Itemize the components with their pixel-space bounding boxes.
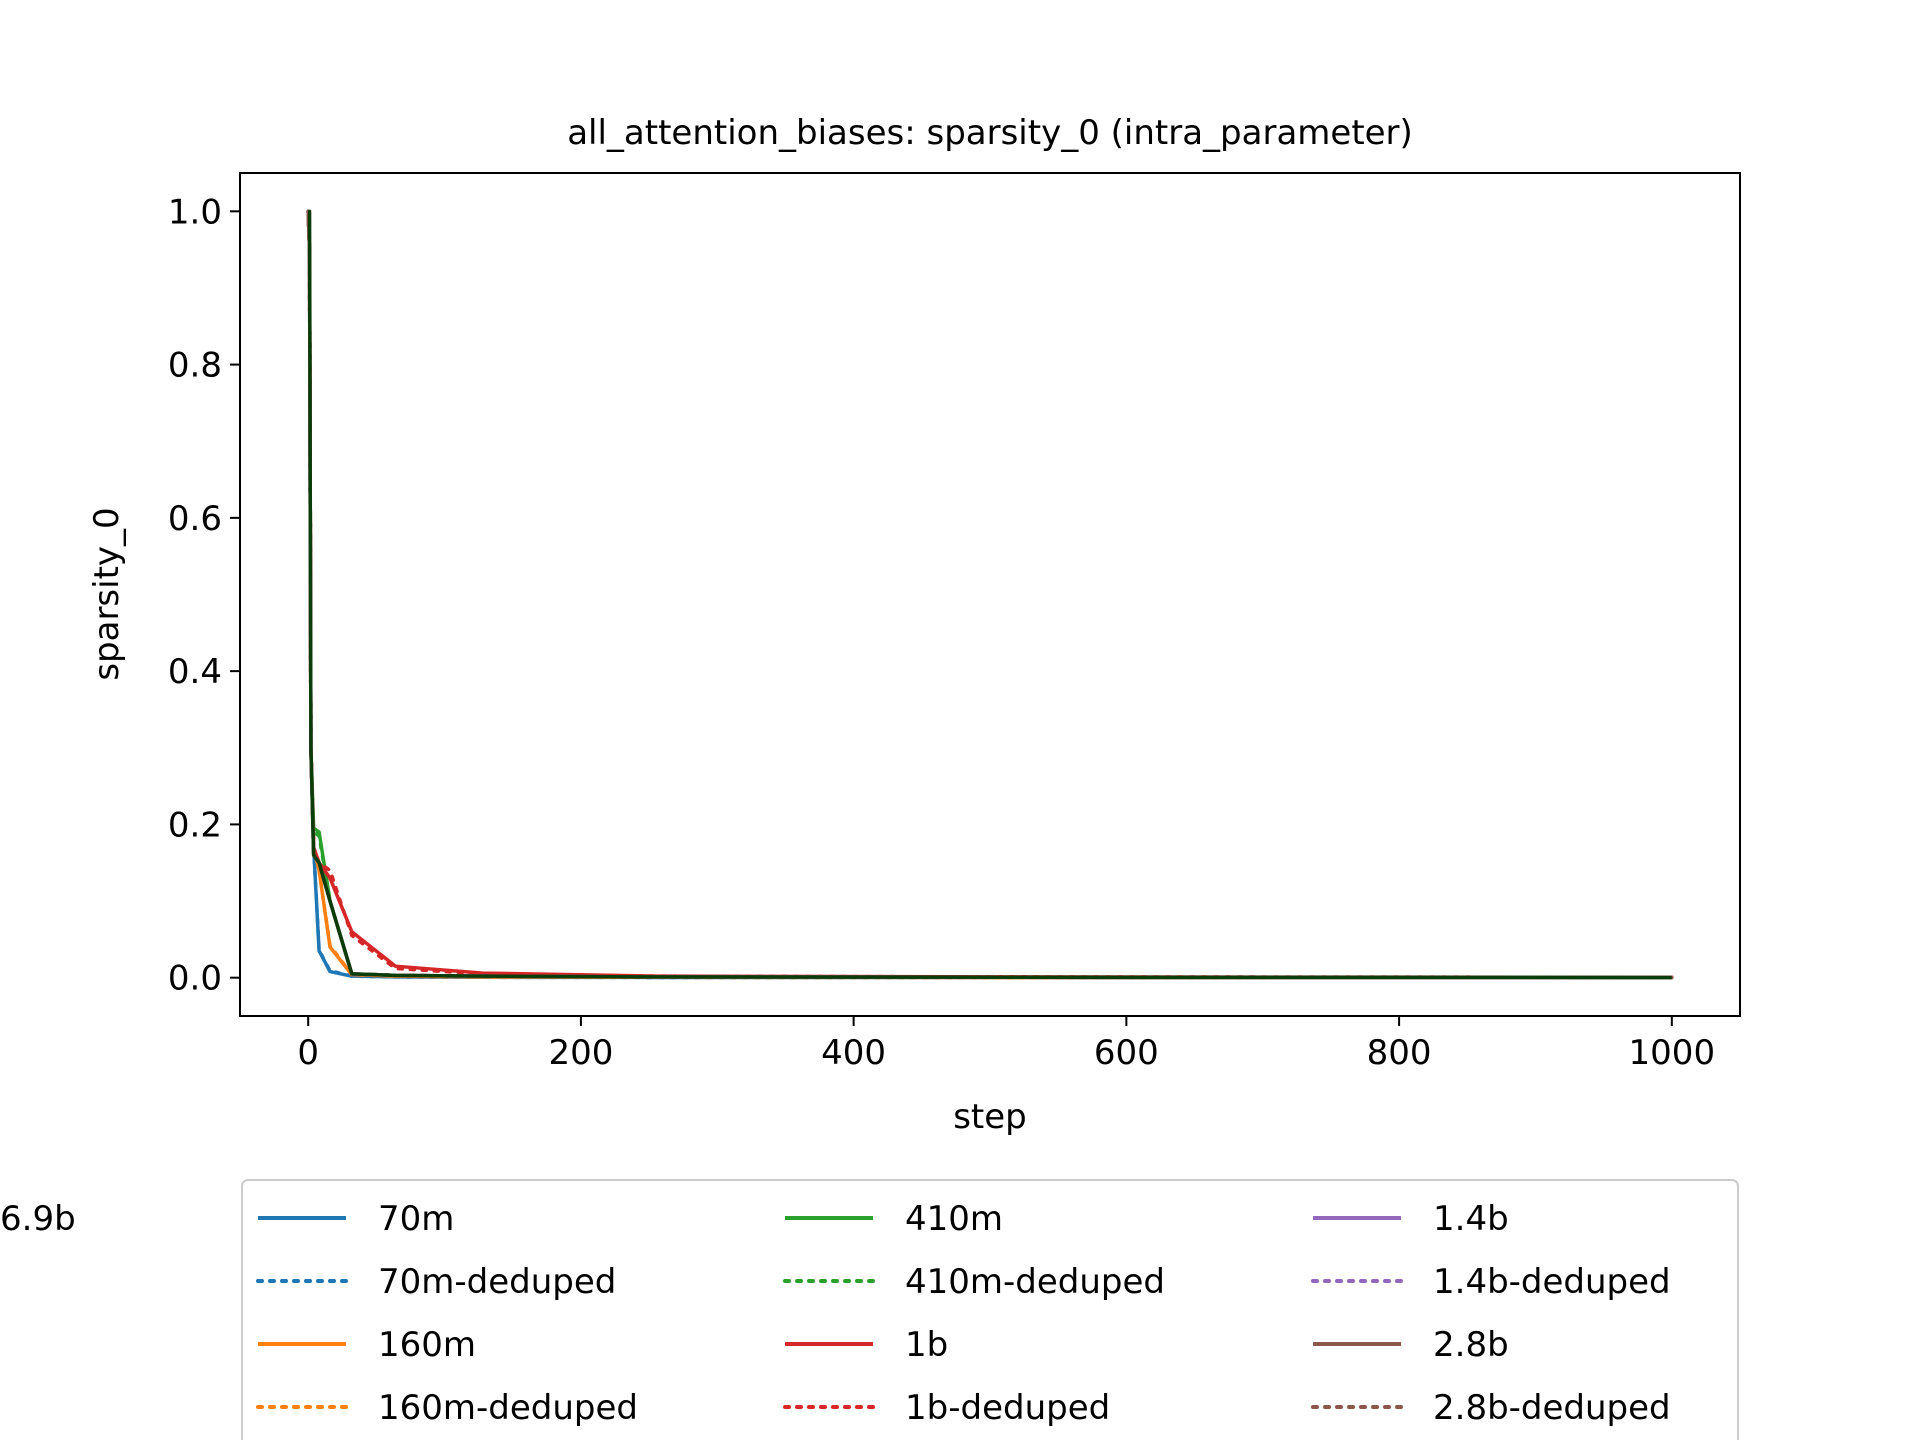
legend-label: 410m-deduped [905,1262,1165,1302]
legend-label: 1.4b-deduped [1433,1262,1671,1302]
x-tick-label: 600 [1094,1033,1159,1073]
y-tick-label: 1.0 [168,192,222,232]
legend-label: 70m-deduped [378,1262,616,1302]
legend-label: 1b-deduped [905,1388,1110,1428]
x-tick-label: 200 [548,1033,613,1073]
y-axis-label: sparsity_0 [87,507,127,680]
x-tick-label: 800 [1367,1033,1432,1073]
plot-area [240,173,1740,1016]
x-axis-label: step [953,1097,1027,1137]
series-line-70m-deduped [306,209,1674,980]
legend-label: 1b [905,1325,948,1365]
legend-label: 2.8b [1433,1325,1509,1365]
legend-label: 1.4b [1433,1199,1509,1239]
legend-frame [241,1179,1739,1440]
legend-label: 2.8b-deduped [1433,1388,1671,1428]
y-tick-label: 0.8 [168,346,222,386]
y-tick-label: 0.6 [168,499,222,539]
x-tick-label: 400 [821,1033,886,1073]
y-axis: 0.0 0.2 0.4 0.6 0.8 1.0 [168,192,240,999]
legend-label: 410m [905,1199,1003,1239]
series-line-6.9b [307,209,1672,980]
legend-label: 160m-deduped [378,1388,638,1428]
y-tick-label: 0.4 [168,652,222,692]
y-tick-label: 0.0 [168,959,222,999]
chart-title: all_attention_biases: sparsity_0 (intra_… [567,113,1413,153]
x-tick-label: 1000 [1629,1033,1716,1073]
x-tick-label: 0 [297,1033,319,1073]
plot-frame [239,172,1741,1017]
legend: 70m 70m-deduped 160m 160m-deduped 410m 410m-d… [0,1179,1739,1440]
legend-items: 70m 70m-deduped 160m 160m-deduped 410m 410m-d… [0,1199,1671,1428]
legend-label: 70m [378,1199,454,1239]
x-axis: 0 200 400 600 800 1000 [297,1016,1715,1073]
legend-label: 6.9b [0,1199,76,1239]
legend-label: 160m [378,1325,476,1365]
series-layer [306,209,1674,980]
y-tick-label: 0.2 [168,805,222,845]
